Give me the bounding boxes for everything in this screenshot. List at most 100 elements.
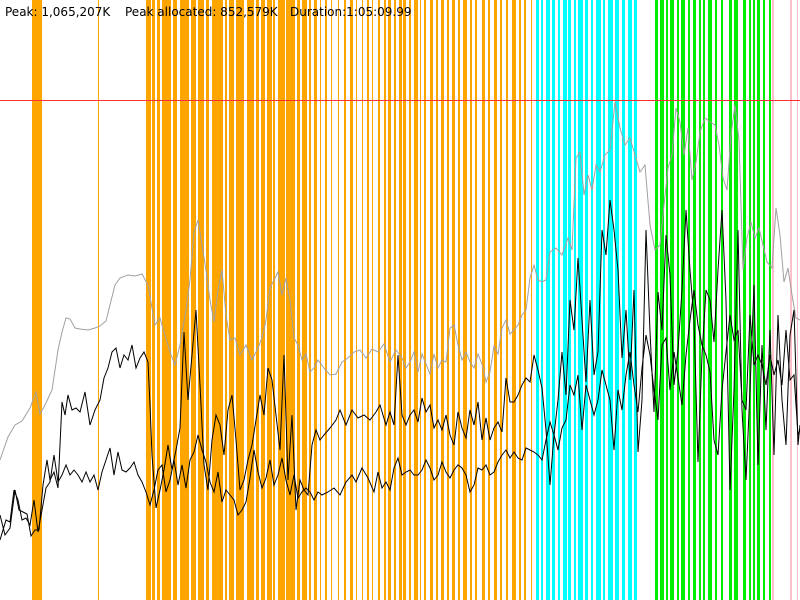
phase-band-orange-39 [394,0,396,600]
phase-band-orange-0 [32,0,42,600]
phase-band-orange-48 [441,0,444,600]
phase-band-orange-60 [512,0,516,600]
phase-band-cyan-4 [558,0,560,600]
phase-band-orange-13 [229,0,234,600]
phase-band-orange-29 [338,0,339,600]
phase-band-orange-38 [388,0,391,600]
phase-band-orange-4 [157,0,160,600]
phase-band-orange-59 [506,0,508,600]
series-line-2 [0,199,800,538]
phase-band-cyan-14 [615,0,619,600]
series-line-3 [0,289,800,541]
phase-band-orange-24 [309,0,311,600]
phase-band-cyan-1 [541,0,543,600]
phase-band-orange-52 [463,0,467,600]
phase-band-orange-17 [261,0,265,600]
phase-band-cyan-3 [552,0,555,600]
phase-band-cyan-13 [608,0,613,600]
phase-band-orange-50 [452,0,455,600]
phase-band-orange-35 [372,0,373,600]
series-lines [0,101,800,541]
phase-band-green-4 [677,0,679,600]
phase-band-orange-37 [384,0,386,600]
phase-band-green-16 [749,0,751,600]
phase-band-orange-22 [297,0,300,600]
phase-band-green-5 [681,0,685,600]
phase-band-orange-40 [399,0,402,600]
phase-band-orange-12 [225,0,227,600]
phase-band-orange-41 [403,0,406,600]
phase-band-green-15 [743,0,746,600]
phase-band-cyan-17 [634,0,637,600]
phase-band-green-3 [670,0,674,600]
phase-band-cyan-0 [536,0,539,600]
phase-band-orange-43 [414,0,418,600]
phase-band-orange-61 [519,0,521,600]
phase-band-orange-51 [458,0,460,600]
phase-band-orange-34 [367,0,369,600]
phase-band-orange-15 [247,0,254,600]
phase-band-green-6 [688,0,690,600]
phase-band-orange-63 [531,0,532,600]
phase-band-orange-42 [409,0,411,600]
phase-bands [32,0,798,600]
phase-band-orange-11 [212,0,223,600]
phase-band-orange-33 [362,0,363,600]
phase-band-green-9 [703,0,705,600]
phase-band-orange-8 [191,0,196,600]
phase-band-orange-20 [278,0,285,600]
phase-band-orange-9 [198,0,204,600]
peak-allocated-label: Peak allocated: 852,579K [125,5,278,19]
phase-band-green-13 [729,0,732,600]
phase-band-orange-10 [206,0,209,600]
phase-band-orange-14 [236,0,244,600]
phase-band-cyan-15 [622,0,625,600]
phase-band-orange-3 [152,0,155,600]
phase-band-orange-53 [470,0,472,600]
series-line-1 [0,101,800,461]
phase-band-cyan-16 [628,0,632,600]
phase-band-green-20 [769,0,771,600]
phase-band-orange-54 [475,0,477,600]
phase-band-orange-6 [173,0,177,600]
phase-band-orange-32 [356,0,357,600]
peak-label: Peak: 1,065,207K [5,5,111,19]
phase-band-green-0 [655,0,658,600]
phase-band-green-2 [666,0,668,600]
phase-band-green-1 [660,0,664,600]
phase-band-green-8 [699,0,701,600]
phase-band-cyan-2 [546,0,550,600]
phase-band-orange-27 [325,0,327,600]
phase-band-green-19 [763,0,765,600]
phase-band-orange-49 [447,0,449,600]
phase-band-cyan-12 [603,0,605,600]
phase-band-pink-1 [790,0,792,600]
phase-band-orange-23 [302,0,307,600]
phase-band-cyan-9 [585,0,588,600]
phase-band-orange-45 [424,0,426,600]
phase-band-green-18 [757,0,760,600]
phase-band-cyan-11 [596,0,601,600]
phase-band-orange-36 [378,0,380,600]
phase-band-orange-58 [500,0,502,600]
phase-band-orange-25 [314,0,317,600]
phase-band-orange-56 [488,0,490,600]
phase-band-cyan-10 [591,0,593,600]
phase-band-orange-18 [267,0,272,600]
phase-band-orange-62 [524,0,526,600]
phase-band-green-7 [693,0,696,600]
phase-band-orange-57 [494,0,497,600]
phase-band-orange-1 [98,0,99,600]
phase-band-orange-7 [180,0,189,600]
phase-band-pink-2 [797,0,798,600]
phase-band-orange-47 [436,0,438,600]
phase-band-pink-0 [772,0,774,600]
phase-band-orange-19 [273,0,275,600]
phase-band-orange-2 [146,0,151,600]
phase-band-orange-46 [430,0,433,600]
phase-band-green-12 [721,0,723,600]
phase-band-cyan-7 [574,0,576,600]
phase-band-orange-5 [162,0,171,600]
phase-band-orange-55 [482,0,485,600]
